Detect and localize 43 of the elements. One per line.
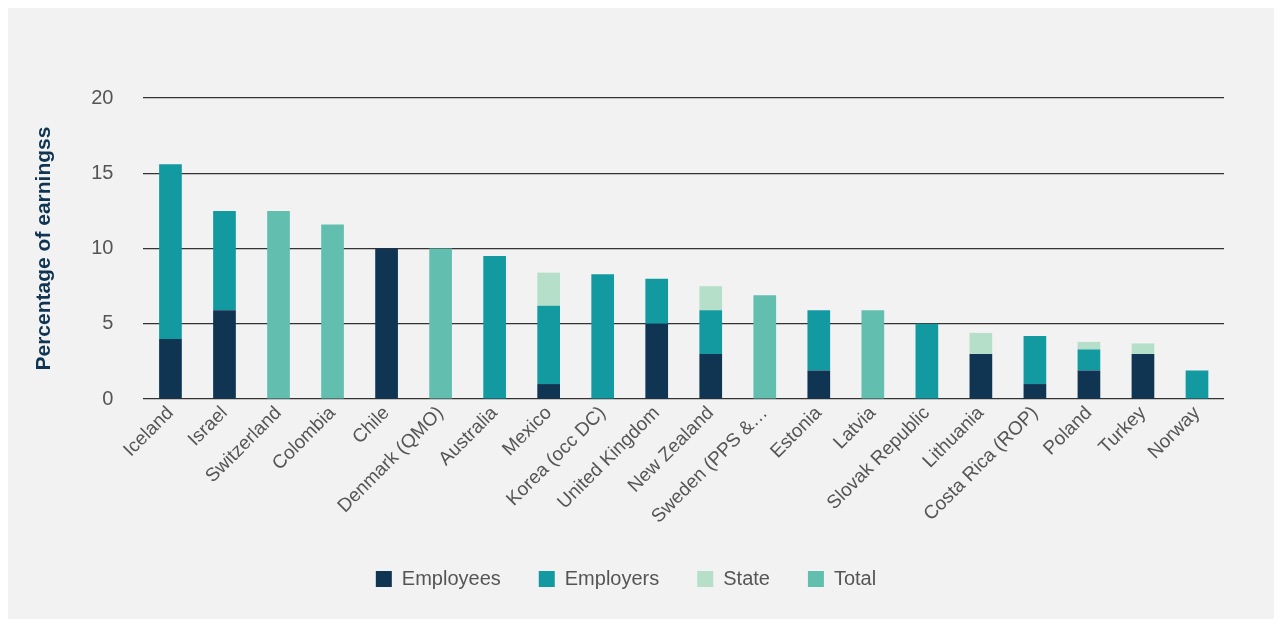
bar	[429, 248, 452, 399]
y-tick-label: 0	[102, 386, 114, 409]
bar	[699, 310, 723, 354]
bar	[213, 310, 236, 399]
y-tick-label: 5	[102, 311, 114, 334]
bar	[159, 164, 182, 339]
bar	[1131, 353, 1155, 399]
y-tick-label: 20	[91, 85, 114, 108]
bar	[1023, 384, 1047, 399]
legend-label: Total	[833, 566, 877, 589]
bar	[807, 310, 831, 371]
legend-label: Employers	[564, 566, 660, 589]
bar	[267, 210, 290, 399]
bar	[1131, 343, 1155, 354]
bar	[1185, 370, 1209, 399]
bar	[375, 248, 398, 399]
legend-label: State	[723, 566, 770, 589]
bar	[1077, 341, 1101, 350]
bar	[699, 353, 723, 399]
bar	[537, 305, 560, 385]
bar	[591, 274, 615, 399]
y-tick-label: 10	[91, 236, 114, 259]
bar	[159, 338, 182, 399]
bar	[483, 256, 506, 399]
bar	[645, 323, 669, 399]
y-tick-label: 15	[91, 160, 114, 183]
bar	[753, 295, 777, 399]
y-axis-title: Percentage of earningss	[31, 126, 55, 371]
bar	[1023, 335, 1047, 385]
bar	[915, 323, 939, 399]
bar	[213, 210, 236, 311]
bar	[321, 224, 344, 399]
bar	[699, 286, 723, 311]
bar	[1077, 370, 1101, 399]
bar	[861, 310, 885, 399]
bar	[807, 370, 831, 399]
bar	[537, 272, 560, 306]
bar	[645, 278, 669, 324]
bar	[969, 353, 993, 399]
bar	[537, 384, 560, 399]
bar	[969, 332, 993, 354]
bar	[1077, 349, 1101, 371]
legend-label: Employees	[401, 566, 501, 589]
